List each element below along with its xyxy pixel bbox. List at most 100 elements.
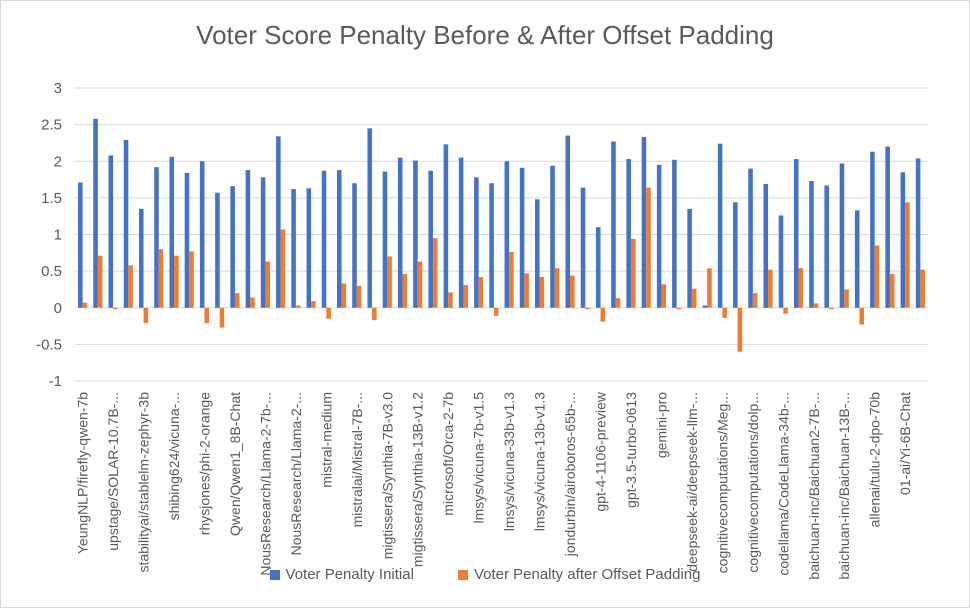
bar-initial <box>184 172 190 308</box>
bar-initial <box>748 168 753 308</box>
x-tick-label: 01-ai/Yi-6B-Chat <box>897 392 913 495</box>
legend-item-after: Voter Penalty after Offset Padding <box>457 566 701 583</box>
bar-after <box>920 269 925 308</box>
bar-after <box>295 305 301 308</box>
bar-initial <box>260 177 266 308</box>
bar-initial <box>352 183 357 308</box>
bar-after <box>402 274 408 308</box>
x-tick-label: gpt-3.5-turbo-0613 <box>623 392 639 508</box>
bar-initial <box>78 182 83 308</box>
bar-after <box>387 256 392 308</box>
legend-swatch-after <box>457 569 468 580</box>
bar-after <box>280 229 286 308</box>
bar-after <box>798 268 804 308</box>
x-tick-label: NousResearch/Llama-2-7b-... <box>257 392 273 576</box>
bar-after <box>722 307 727 318</box>
bar-after <box>448 292 453 308</box>
y-tick-label: 2.5 <box>41 117 62 134</box>
x-tick-label: baichuan-inc/Baichuan2-7B-... <box>806 392 822 580</box>
bar-after <box>341 283 347 308</box>
x-tick-label: codellama/CodeLlama-34b-... <box>775 392 791 576</box>
bar-after <box>432 238 438 308</box>
bar-after <box>554 268 560 308</box>
x-tick-label: deepseek-ai/deepseek-llm-... <box>684 392 700 572</box>
y-tick-label: 1.5 <box>41 190 62 207</box>
bar-after <box>326 307 331 319</box>
bar-after <box>493 307 499 316</box>
chart-title: Voter Score Penalty Before & After Offse… <box>196 20 774 50</box>
bar-initial <box>900 172 906 308</box>
y-tick-label: 0 <box>54 300 62 317</box>
bar-after <box>691 288 697 308</box>
bar-after <box>265 261 270 308</box>
bar-initial <box>687 208 692 308</box>
x-tick-label: baichuan-inc/Baichuan-13B-... <box>836 392 852 580</box>
x-tick-label: shibing624/vicuna-... <box>166 392 182 520</box>
bar-after <box>113 307 118 310</box>
bar-after <box>524 273 529 308</box>
bar-after <box>844 289 849 308</box>
bar-initial <box>367 128 373 308</box>
bar-initial <box>474 177 479 308</box>
x-tick-label: microsoft/Orca-2-7b <box>440 392 456 516</box>
x-tick-label: lmsys/vicuna-13b-v1.3 <box>532 392 548 531</box>
bar-after <box>752 293 758 308</box>
x-tick-label: allenai/tulu-2-dpo-70b <box>867 392 883 528</box>
bar-initial <box>793 159 799 308</box>
bar-initial <box>550 165 555 308</box>
bar-after <box>859 307 865 325</box>
bar-after <box>661 284 667 308</box>
bar-initial <box>138 208 144 308</box>
bar-after <box>219 307 225 328</box>
bar-after <box>417 261 423 308</box>
bar-initial <box>519 167 525 308</box>
bar-after <box>676 307 682 310</box>
bar-initial <box>778 215 784 308</box>
bar-initial <box>504 161 510 308</box>
bar-after <box>615 298 621 308</box>
legend: Voter Penalty Initial Voter Penalty afte… <box>0 566 970 583</box>
bar-initial <box>672 159 677 308</box>
bar-initial <box>443 144 449 308</box>
bar-after <box>250 297 255 308</box>
bar-initial <box>489 183 494 308</box>
bar-after <box>82 302 88 308</box>
bar-after <box>646 187 651 308</box>
bar-after <box>97 255 103 308</box>
bar-initial <box>215 192 220 308</box>
bar-initial <box>245 170 251 308</box>
bar-after <box>630 238 636 308</box>
bar-after <box>783 307 788 314</box>
bar-initial <box>870 151 875 308</box>
legend-item-initial: Voter Penalty Initial <box>269 566 414 583</box>
bar-after <box>158 249 164 308</box>
bar-initial <box>824 185 829 308</box>
x-tick-label: Qwen/Qwen1_8B-Chat <box>227 392 243 536</box>
bar-after <box>143 307 149 324</box>
y-tick-label: 3 <box>54 80 62 97</box>
bar-after <box>874 245 880 308</box>
bar-initial <box>656 164 662 308</box>
legend-label-initial: Voter Penalty Initial <box>285 566 414 583</box>
x-tick-label: gemini-pro <box>653 392 669 458</box>
bar-initial <box>809 181 814 308</box>
bar-initial <box>915 158 921 308</box>
bar-after <box>539 276 545 308</box>
x-tick-label: migtissera/Synthia-13B-v1.2 <box>410 392 426 567</box>
bar-initial <box>839 163 845 308</box>
legend-label-after: Voter Penalty after Offset Padding <box>473 566 701 583</box>
x-tick-label: lmsys/vicuna-33b-v1.3 <box>501 392 517 531</box>
bar-after <box>204 307 210 324</box>
bar-after <box>768 269 773 308</box>
bar-initial <box>321 170 327 308</box>
bar-initial <box>413 160 418 308</box>
bar-initial <box>717 143 723 308</box>
bar-after <box>600 307 606 322</box>
x-tick-label: lmsys/vicuna-7b-v1.5 <box>471 392 487 524</box>
x-tick-label: NousResearch/Llama-2-... <box>288 392 304 555</box>
bar-initial <box>458 157 464 308</box>
x-tick-label: YeungNLP/firefly-qwen-7b <box>75 392 91 554</box>
x-tick-label: mistral-medium <box>318 392 334 488</box>
legend-swatch-initial <box>269 569 280 580</box>
